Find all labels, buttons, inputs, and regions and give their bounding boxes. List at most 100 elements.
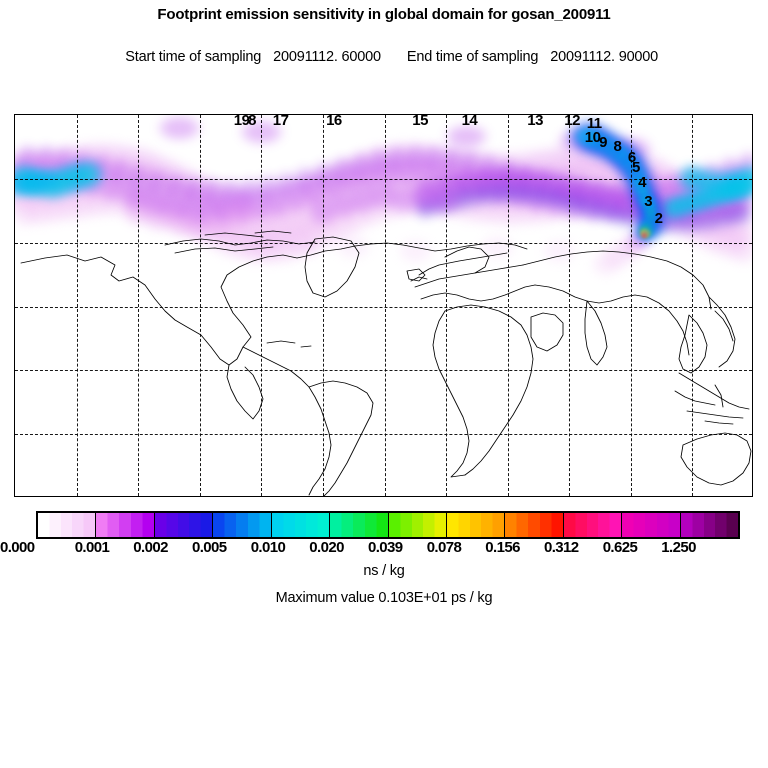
sensitivity-blob	[560, 187, 587, 221]
sensitivity-blob	[206, 199, 234, 223]
sensitivity-blob	[209, 189, 236, 224]
colorbar-tick-4: 0.010	[250, 539, 286, 556]
sensitivity-blob	[615, 205, 638, 230]
sensitivity-blob	[153, 183, 181, 218]
end-time-value: 20091112. 90000	[550, 49, 659, 65]
colorbar-tick-0: 0.000	[0, 539, 35, 556]
page-title: Footprint emission sensitivity in global…	[157, 6, 611, 23]
sensitivity-blob	[471, 183, 495, 208]
colorbar-segment-10	[622, 513, 681, 537]
gridline-lon	[446, 115, 448, 496]
colorbar-unit-label: ns / kg	[363, 563, 405, 579]
sensitivity-blob	[145, 194, 173, 219]
sensitivity-blob	[135, 179, 162, 214]
trajectory-label-9: 10	[584, 129, 601, 147]
colorbar-tick-3: 0.005	[192, 539, 227, 556]
sensitivity-blob	[514, 162, 538, 191]
sensitivity-blob	[642, 215, 669, 237]
sensitivity-blob	[162, 206, 196, 237]
sensitivity-blob	[385, 145, 409, 173]
colorbar-tick-2: 0.002	[133, 539, 168, 556]
sensitivity-blob	[369, 182, 400, 210]
sensitivity-blob	[529, 184, 552, 208]
sensitivity-blob	[627, 231, 651, 251]
gridline-lon	[261, 115, 263, 496]
map-canvas: 19 8 17 16 15 14 13 12 11 10 9 8 6 5 4 3 2	[15, 115, 752, 496]
sensitivity-blob	[330, 156, 353, 184]
start-time-value: 20091112. 60000	[273, 49, 381, 65]
sensitivity-blob	[219, 177, 242, 206]
colorbar-tick-11: 1.250	[661, 539, 696, 556]
sensitivity-blob	[430, 157, 458, 192]
sensitivity-blob	[404, 143, 427, 172]
sensitivity-blob	[572, 194, 595, 218]
colorbar-segment-7	[446, 513, 506, 537]
gridline-lat	[15, 370, 752, 372]
sensitivity-blob	[375, 156, 402, 191]
sensitivity-blob	[584, 181, 612, 214]
trajectory-label-14: 4	[638, 174, 646, 192]
trajectory-label-7: 12	[564, 115, 580, 130]
sensitivity-blob	[428, 193, 452, 217]
sensitivity-blob	[597, 189, 624, 224]
sensitivity-blob	[121, 195, 155, 226]
sensitivity-blob	[701, 208, 725, 232]
gridline-lon	[569, 115, 571, 496]
colorbar-segment-0	[38, 513, 97, 537]
sensitivity-blob	[393, 155, 421, 190]
sensitivity-blob	[730, 202, 752, 226]
sensitivity-blob	[555, 173, 583, 206]
sensitivity-blob	[274, 170, 298, 199]
trajectory-label-0: 19	[233, 115, 250, 130]
sensitivity-blob	[414, 196, 437, 221]
sensitivity-blob	[541, 170, 569, 202]
start-time-label: Start time of sampling	[125, 49, 262, 65]
sensitivity-blob	[34, 144, 58, 172]
sensitivity-blob	[721, 203, 752, 250]
sensitivity-blob	[410, 182, 441, 210]
sensitivity-blob	[478, 234, 516, 260]
trajectory-label-4: 15	[412, 115, 428, 130]
sensitivity-blob	[540, 238, 578, 264]
colorbar-segment-6	[388, 513, 447, 537]
sensitivity-blob	[172, 186, 199, 221]
sensitivity-blob	[264, 182, 292, 217]
sampling-time-line: Start time of sampling 20091112. 60000 End…	[0, 24, 768, 90]
gridline-lon	[384, 115, 386, 496]
sensitivity-blob	[486, 182, 509, 206]
sensitivity-blob	[237, 176, 261, 205]
sensitivity-blob	[200, 177, 224, 205]
colorbar-segment-8	[505, 513, 564, 537]
colorbar-segment-4	[271, 513, 331, 537]
trajectory-label-11: 8	[613, 137, 622, 155]
trajectory-label-13: 5	[632, 159, 640, 177]
sensitivity-blob	[477, 153, 501, 181]
sensitivity-blob	[459, 148, 482, 177]
sensitivity-blob	[293, 166, 316, 194]
sensitivity-blob	[500, 182, 524, 206]
colorbar-segment-11	[680, 513, 739, 537]
sensitivity-blob	[484, 165, 511, 198]
colorbar-tick-labels: 0.000 0.001 0.002 0.005 0.010 0.020 0.039 0.078…	[0, 539, 768, 559]
sensitivity-blob	[541, 183, 569, 218]
colorbar-tick-6: 0.039	[368, 539, 403, 556]
sensitivity-blob	[523, 179, 550, 214]
sensitivity-blob	[570, 177, 597, 210]
trajectory-label-15: 3	[644, 193, 653, 211]
sensitivity-blob	[389, 186, 421, 214]
sensitivity-blob	[145, 167, 168, 196]
trajectory-label-8: 11	[586, 115, 602, 132]
sensitivity-blob	[165, 199, 193, 223]
colorbar-tick-8: 0.156	[485, 539, 520, 556]
sensitivity-blob	[543, 187, 567, 211]
gridline-lon	[138, 115, 140, 496]
sensitivity-blob	[156, 115, 202, 141]
sensitivity-blob	[182, 175, 205, 203]
sensitivity-blob	[203, 206, 237, 237]
sensitivity-blob	[449, 160, 476, 195]
gridline-lon	[322, 115, 324, 496]
trajectory-label-10: 9	[599, 133, 607, 151]
sensitivity-blob	[588, 177, 612, 205]
colorbar-tick-5: 0.020	[309, 539, 344, 556]
gridline-lat	[15, 178, 752, 180]
